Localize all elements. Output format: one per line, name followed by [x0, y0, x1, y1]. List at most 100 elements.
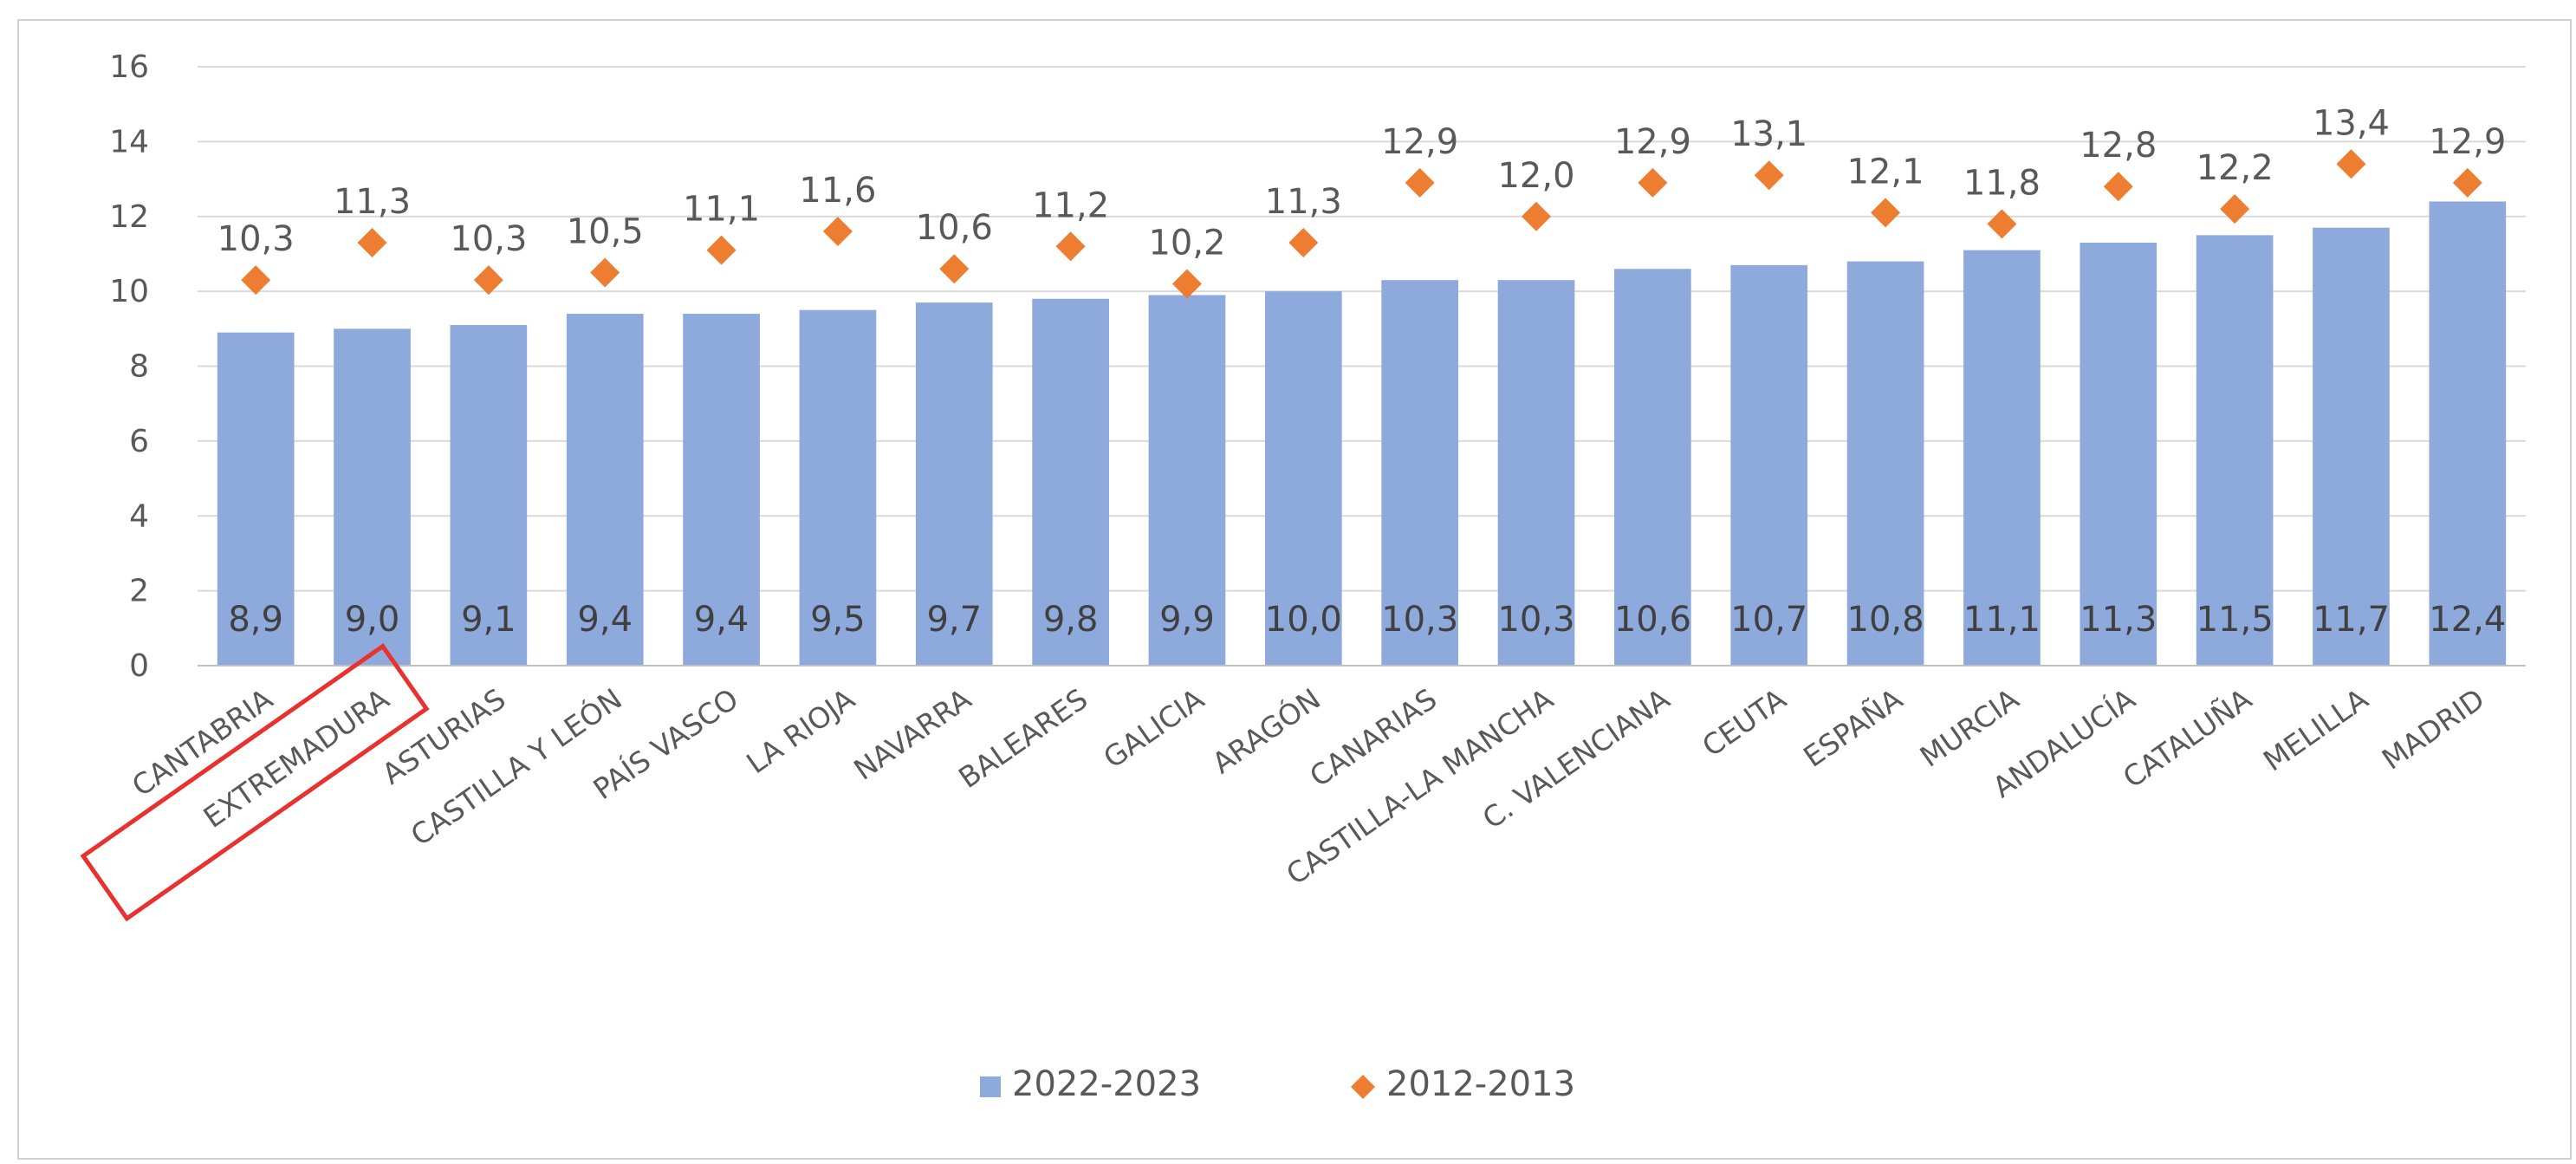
point-data-label: 10,5	[567, 212, 644, 252]
bar-data-label: 9,4	[577, 600, 633, 640]
point-marker	[2220, 194, 2250, 224]
y-tick-label: 10	[109, 274, 149, 309]
bar-data-label: 9,5	[810, 600, 866, 640]
category-label: ESPAÑA	[1797, 681, 1909, 773]
category-label: CATALUÑA	[2117, 681, 2258, 794]
y-tick-label: 12	[109, 199, 149, 235]
point-data-label: 12,9	[1614, 122, 1691, 162]
point-data-label: 12,9	[1381, 122, 1458, 162]
point-marker	[590, 257, 620, 288]
bar	[1846, 261, 1924, 666]
y-tick-label: 6	[129, 424, 149, 459]
point-marker	[706, 235, 736, 265]
bar-data-label: 9,4	[694, 600, 749, 640]
bar-data-label: 10,3	[1381, 600, 1458, 640]
bar	[1032, 298, 1109, 666]
point-data-label: 10,3	[217, 219, 295, 259]
point-marker	[1405, 167, 1435, 198]
bar-data-label: 11,3	[2080, 600, 2157, 640]
y-tick-label: 0	[129, 648, 149, 684]
point-marker	[2452, 167, 2482, 198]
category-label: BALEARES	[952, 682, 1093, 795]
point-marker	[2103, 172, 2133, 202]
bar	[2196, 235, 2274, 666]
bar	[799, 309, 877, 666]
legend-label: 2012-2013	[1386, 1064, 1575, 1104]
point-data-label: 10,2	[1148, 223, 1225, 263]
bar	[1730, 264, 1808, 666]
category-label: CASTILLA Y LEÓN	[404, 681, 628, 853]
category-label: MURCIA	[1914, 681, 2026, 773]
point-data-label: 11,2	[1032, 185, 1109, 225]
point-marker	[1171, 269, 1202, 299]
y-tick-label: 14	[109, 124, 149, 159]
bar-data-label: 10,7	[1730, 600, 1807, 640]
bar-data-label: 11,7	[2313, 600, 2390, 640]
highlight-box	[80, 643, 430, 922]
y-tick-label: 16	[109, 49, 149, 85]
bar-data-label: 10,8	[1847, 600, 1924, 640]
category-label: GALICIA	[1097, 681, 1210, 775]
bar-data-label: 12,4	[2429, 600, 2506, 640]
legend-label: 2022-2023	[1012, 1064, 1201, 1104]
point-data-label: 11,3	[334, 182, 411, 222]
point-marker	[1638, 167, 1668, 198]
bar-data-label: 9,9	[1159, 600, 1215, 640]
bar-data-label: 9,7	[926, 600, 982, 640]
bar-data-label: 11,5	[2196, 600, 2274, 640]
bar	[1497, 280, 1575, 666]
point-data-label: 12,1	[1847, 152, 1924, 192]
bar	[683, 314, 760, 666]
y-tick-label: 2	[129, 574, 149, 609]
bar-data-label: 8,9	[228, 600, 283, 640]
bar-data-label: 11,1	[1963, 600, 2041, 640]
bar-data-label: 10,6	[1614, 600, 1691, 640]
point-data-label: 12,9	[2429, 122, 2506, 162]
bar	[450, 324, 528, 666]
point-marker	[822, 217, 853, 247]
bar-data-label: 9,1	[461, 600, 516, 640]
category-label: MADRID	[2376, 682, 2491, 777]
bar-data-label: 9,8	[1043, 600, 1099, 640]
category-label: CEUTA	[1696, 681, 1792, 763]
bar-data-label: 10,0	[1265, 600, 1342, 640]
point-marker	[473, 265, 503, 296]
point-marker	[1987, 209, 2017, 239]
point-data-label: 11,6	[799, 171, 876, 211]
bar	[566, 314, 644, 666]
point-marker	[357, 227, 387, 257]
bar	[1264, 291, 1342, 666]
bar	[1614, 269, 1691, 666]
category-label: MELILLA	[2257, 681, 2374, 777]
bar	[2313, 227, 2390, 666]
point-marker	[1288, 227, 1319, 257]
point-marker	[2336, 149, 2366, 179]
bar-data-label: 9,0	[345, 600, 400, 640]
y-tick-label: 4	[129, 498, 149, 534]
point-marker	[1754, 160, 1784, 191]
bar	[217, 332, 295, 666]
point-data-label: 12,2	[2196, 148, 2274, 188]
point-data-label: 13,4	[2313, 103, 2390, 143]
point-data-label: 11,8	[1963, 163, 2041, 203]
point-data-label: 12,0	[1497, 156, 1574, 196]
bar	[1963, 250, 2041, 666]
legend-swatch-bar	[980, 1076, 1001, 1097]
point-marker	[1055, 231, 1086, 262]
point-marker	[1871, 198, 1901, 228]
legend-swatch-marker	[1351, 1075, 1375, 1099]
bar	[1381, 280, 1459, 666]
point-data-label: 13,1	[1730, 114, 1807, 154]
point-data-label: 10,6	[916, 208, 993, 248]
bar	[915, 302, 993, 666]
point-data-label: 12,8	[2080, 126, 2157, 166]
bar	[1148, 295, 1226, 666]
point-data-label: 11,1	[683, 190, 760, 230]
bar	[334, 328, 411, 666]
bar-data-label: 10,3	[1497, 600, 1574, 640]
category-label: LA RIOJA	[740, 681, 861, 780]
point-data-label: 10,3	[450, 219, 527, 259]
bar	[2429, 201, 2507, 667]
point-data-label: 11,3	[1265, 182, 1342, 222]
